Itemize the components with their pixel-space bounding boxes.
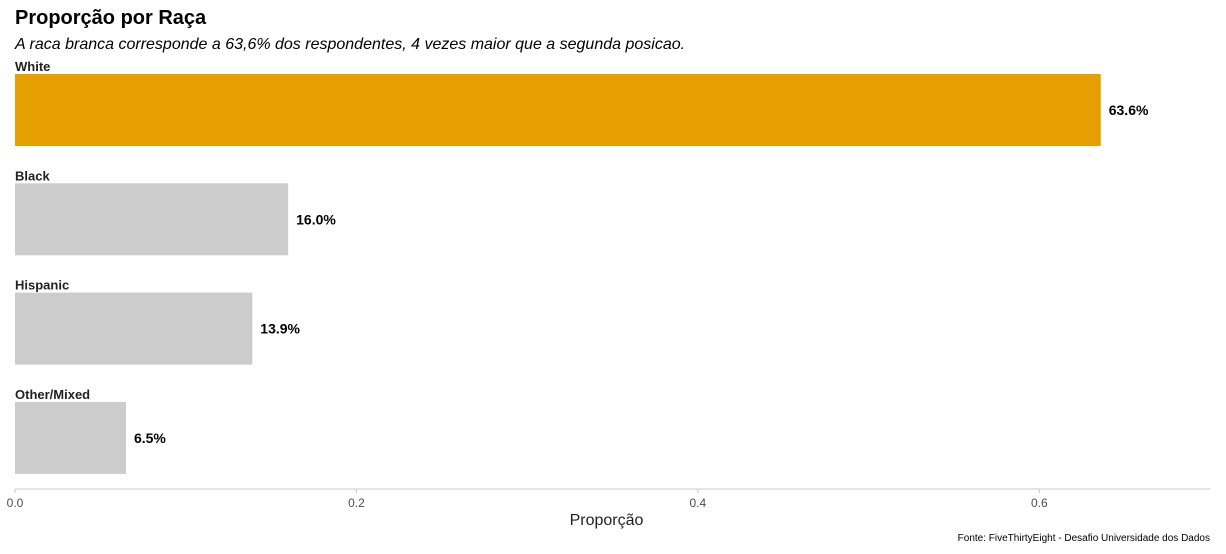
- category-label-white: White: [15, 59, 50, 74]
- category-label-hispanic: Hispanic: [15, 278, 69, 293]
- bars-layer: White 63.6% Black 16.0% Hispanic 13.9% Other/M…: [15, 59, 1149, 474]
- bar-black: [15, 183, 289, 256]
- data-label-black: 16.0%: [296, 211, 336, 227]
- x-tick-label: 0.6: [1031, 496, 1048, 510]
- category-label-black: Black: [15, 168, 50, 183]
- chart-subtitle: A raca branca corresponde a 63,6% dos re…: [15, 36, 686, 53]
- bar-other-mixed: [15, 401, 126, 474]
- x-tick-label: 0.2: [348, 496, 365, 510]
- x-tick-label: 0.4: [690, 496, 707, 510]
- bar-hispanic: [15, 292, 253, 365]
- x-tick-label: 0.0: [7, 496, 24, 510]
- x-axis-title: Proporção: [570, 512, 644, 529]
- chart-title: Proporção por Raça: [15, 7, 207, 29]
- data-label-white: 63.6%: [1109, 102, 1149, 118]
- category-label-other-mixed: Other/Mixed: [15, 387, 90, 402]
- data-label-hispanic: 13.9%: [260, 321, 300, 337]
- data-label-other-mixed: 6.5%: [134, 430, 166, 446]
- x-axis: 0.0 0.2 0.4 0.6: [7, 489, 1048, 510]
- chart-caption: Fonte: FiveThirtyEight - Desafio Univers…: [957, 533, 1210, 544]
- bar-white: [15, 74, 1101, 146]
